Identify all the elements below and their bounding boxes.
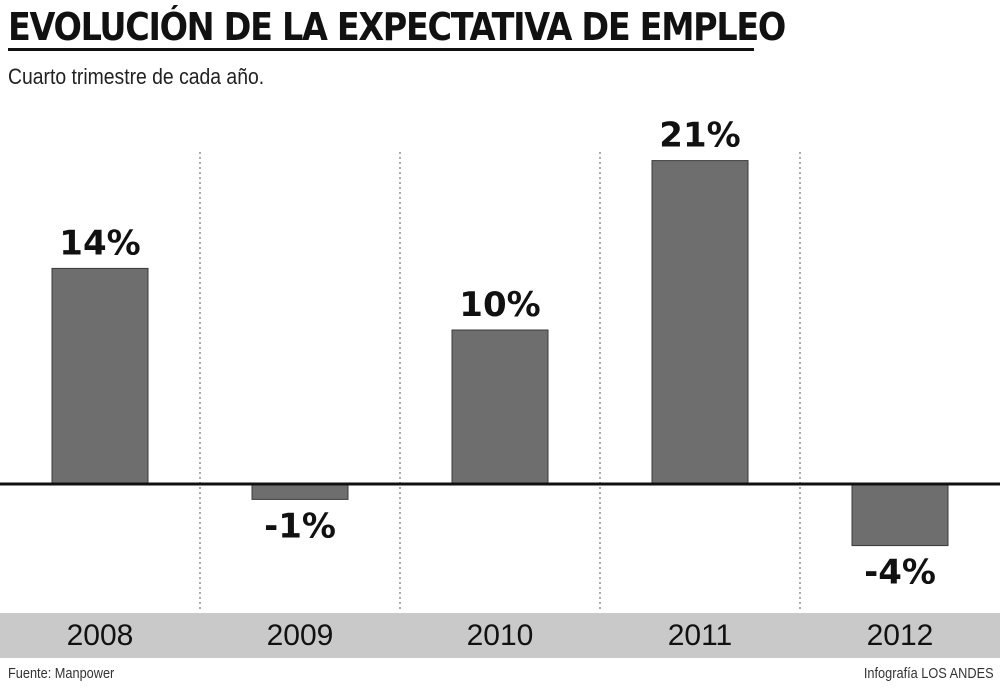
chart-subtitle: Cuarto trimestre de cada año. xyxy=(8,64,265,89)
bar-2008 xyxy=(51,267,149,485)
data-label-2010: 10% xyxy=(459,285,540,325)
year-label-2008: 2008 xyxy=(67,619,134,652)
bar-2011 xyxy=(651,160,749,485)
year-label-2012: 2012 xyxy=(867,619,934,652)
year-label-2010: 2010 xyxy=(467,619,534,652)
data-label-2009: -1% xyxy=(264,506,336,546)
source-note: Fuente: Manpower xyxy=(8,665,115,682)
bar-2010 xyxy=(451,329,549,485)
year-label-2011: 2011 xyxy=(668,619,733,652)
bar-2012 xyxy=(851,483,949,547)
credit-note: Infografía LOS ANDES xyxy=(864,665,994,682)
year-axis-band xyxy=(0,613,1000,658)
title-underline xyxy=(8,48,754,51)
chart-title: EVOLUCIÓN DE LA EXPECTATIVA DE EMPLEO xyxy=(8,5,786,49)
data-label-2011: 21% xyxy=(659,116,740,156)
year-label-2009: 2009 xyxy=(267,619,334,652)
data-label-2008: 14% xyxy=(59,223,140,263)
data-label-2012: -4% xyxy=(864,553,936,593)
bar-2009 xyxy=(251,483,349,500)
